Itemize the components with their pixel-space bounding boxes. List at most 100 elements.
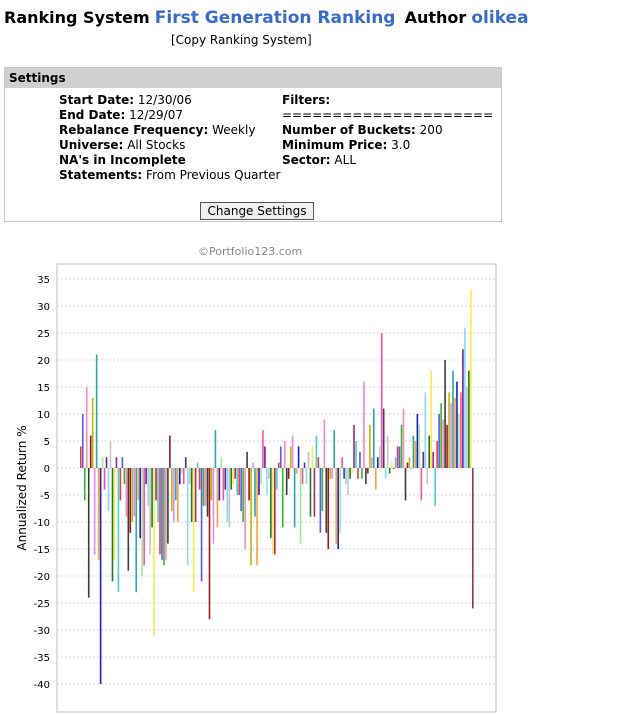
- bar: [365, 468, 367, 485]
- bar: [464, 327, 466, 468]
- bar: [359, 451, 361, 468]
- bar: [93, 468, 96, 555]
- bar: [135, 468, 138, 593]
- bar: [428, 435, 431, 468]
- y-tick-label: 10: [37, 410, 50, 421]
- end-date-value: 12/29/07: [129, 108, 183, 122]
- bar: [95, 354, 98, 468]
- bar: [182, 468, 185, 485]
- bar: [192, 468, 195, 593]
- bar: [157, 468, 159, 522]
- bar: [468, 370, 470, 468]
- bar: [270, 468, 272, 539]
- rebalance-row: Rebalance Frequency: Weekly: [59, 123, 255, 137]
- bar: [274, 468, 276, 555]
- bar: [408, 457, 411, 468]
- bar: [210, 468, 213, 501]
- bar: [222, 468, 225, 501]
- bar: [184, 457, 187, 468]
- statements-value: From Previous Quarter: [146, 168, 281, 182]
- bar: [236, 468, 238, 495]
- bar: [190, 468, 193, 522]
- rebalance-value: Weekly: [212, 123, 256, 137]
- bar: [171, 468, 173, 512]
- bar: [432, 451, 434, 468]
- bar: [309, 468, 312, 517]
- ranking-name-link[interactable]: First Generation Ranking: [154, 8, 396, 28]
- bar: [277, 462, 280, 468]
- bar: [448, 392, 450, 468]
- settings-heading: Settings: [5, 68, 501, 88]
- bar: [129, 468, 132, 533]
- bar: [388, 468, 391, 474]
- bar: [357, 468, 359, 479]
- bar: [339, 468, 341, 533]
- bar: [424, 392, 427, 468]
- bar: [378, 446, 381, 468]
- bar: [404, 468, 407, 501]
- bar: [373, 408, 375, 468]
- bar: [402, 408, 405, 468]
- statements-label: Statements:: [59, 168, 143, 182]
- bar: [177, 468, 179, 522]
- bar: [420, 468, 423, 501]
- bar: [186, 468, 189, 566]
- bar: [345, 468, 347, 485]
- bar: [119, 468, 122, 501]
- bar: [232, 468, 235, 485]
- nas-row: NA's in Incomplete: [59, 153, 186, 167]
- start-date-label: Start Date:: [59, 93, 135, 107]
- bar: [337, 468, 339, 549]
- bar: [155, 468, 157, 501]
- bar: [218, 468, 221, 501]
- author-link[interactable]: olikea: [471, 8, 529, 28]
- bar: [361, 468, 363, 479]
- bar: [396, 446, 399, 468]
- bar: [347, 468, 349, 495]
- bar: [165, 468, 167, 560]
- y-tick-label: 15: [37, 383, 50, 394]
- bar: [216, 468, 219, 528]
- returns-chart: 35 30 25 20 15 10 5 0 -5 -10 -15 -20 -25 -30 -35 -40 An…: [15, 263, 497, 713]
- bar: [444, 360, 446, 468]
- filters-label: Filters:: [282, 93, 331, 107]
- bar: [327, 468, 330, 549]
- copy-ranking-link[interactable]: [Copy Ranking System]: [171, 33, 312, 47]
- min-price-label: Minimum Price:: [282, 138, 388, 152]
- bar: [321, 468, 324, 512]
- bar: [204, 468, 207, 506]
- bar: [180, 468, 183, 474]
- bar: [351, 468, 353, 474]
- end-date-row: End Date: 12/29/07: [59, 108, 183, 122]
- bar: [99, 468, 102, 684]
- y-tick-labels: 35 30 25 20 15 10 5 0 -5 -10 -15 -20 -25 -30 -35 -40: [34, 275, 50, 691]
- bar: [470, 289, 472, 468]
- bar: [139, 468, 141, 539]
- start-date-value: 12/30/06: [137, 93, 192, 107]
- bar: [382, 408, 385, 468]
- bar: [83, 468, 86, 501]
- bar: [268, 468, 270, 479]
- bar: [242, 468, 244, 522]
- bar: [117, 468, 120, 593]
- bar: [175, 468, 177, 501]
- sector-label: Sector:: [282, 153, 331, 167]
- bar: [141, 468, 143, 576]
- copyright-text: ©Portfolio123.com: [198, 245, 303, 258]
- bar: [147, 468, 149, 506]
- y-tick-label: 30: [37, 302, 50, 313]
- bar: [414, 441, 417, 468]
- bar: [198, 468, 201, 490]
- y-tick-label: -5: [40, 491, 50, 502]
- change-settings-button[interactable]: Change Settings: [200, 202, 314, 220]
- bar: [143, 468, 145, 566]
- bar: [81, 414, 84, 468]
- bar: [462, 349, 464, 468]
- bar: [234, 468, 237, 479]
- sector-value: ALL: [334, 153, 357, 167]
- bar: [200, 468, 203, 582]
- bar: [131, 468, 134, 522]
- bar: [386, 435, 389, 468]
- bar: [412, 435, 415, 468]
- bar: [303, 462, 306, 468]
